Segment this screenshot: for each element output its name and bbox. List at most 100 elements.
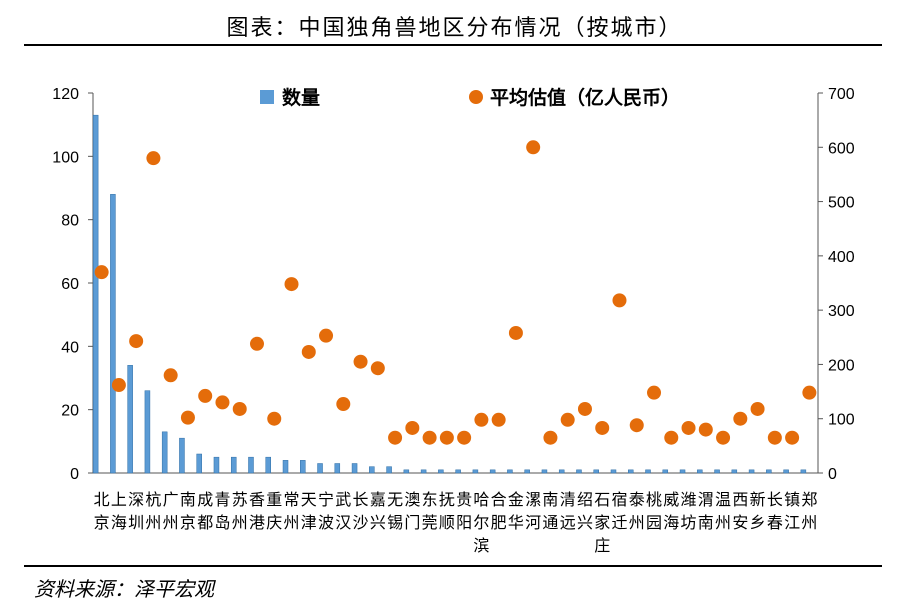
bar-北京	[92, 114, 99, 474]
category-label: 温	[715, 490, 731, 509]
right-tick-label: 400	[828, 249, 855, 266]
left-tick-label: 40	[61, 339, 79, 356]
dot-合肥	[491, 412, 506, 427]
category-label: 抚	[439, 490, 455, 509]
right-tick-label: 700	[828, 86, 855, 103]
dot-杭州	[146, 151, 161, 166]
category-label: 州	[284, 513, 300, 532]
bar-宿迁	[610, 469, 617, 474]
category-label: 北	[94, 490, 110, 509]
category-label: 港	[249, 513, 265, 532]
right-tick-label: 500	[828, 195, 855, 212]
bar-漯河	[524, 469, 530, 474]
category-label: 石	[594, 490, 610, 509]
category-label: 潍	[681, 490, 697, 509]
dot-泰州	[629, 418, 644, 433]
category-label: 肥	[491, 513, 507, 532]
category-label: 新	[750, 490, 766, 509]
category-label: 绍	[577, 490, 593, 509]
category-label: 南	[180, 490, 196, 509]
bar-青岛	[213, 456, 220, 474]
legend-dot-label: 平均估值（亿人民币）	[490, 86, 680, 109]
dot-西安	[733, 411, 748, 426]
category-label: 锡	[387, 513, 403, 532]
category-label: 圳	[128, 513, 144, 532]
dot-苏州	[232, 401, 247, 416]
dot-长春	[767, 430, 782, 445]
right-tick-label: 300	[828, 303, 855, 320]
bar-苏州	[230, 456, 237, 474]
dot-青岛	[215, 395, 230, 410]
category-label: 桃	[646, 490, 662, 509]
category-label: 宁	[318, 490, 334, 509]
bar-长沙	[351, 463, 358, 474]
legend: 数量 平均估值（亿人民币）	[260, 86, 680, 109]
footer-divider	[24, 565, 882, 567]
category-label: 滨	[473, 536, 489, 555]
bar-重庆	[265, 456, 271, 474]
category-label: 东	[422, 490, 438, 509]
left-tick-label: 20	[61, 403, 79, 420]
category-label: 武	[335, 490, 351, 509]
category-label: 南	[542, 490, 558, 509]
dot-上海	[111, 378, 126, 393]
category-label: 重	[266, 490, 282, 509]
left-tick-label: 0	[70, 466, 79, 483]
bar-南通	[541, 469, 548, 474]
category-label: 清	[560, 490, 576, 509]
dot-常州	[284, 277, 299, 292]
bar-东莞	[420, 469, 427, 474]
dot-广州	[163, 368, 178, 383]
dot-桃园	[647, 385, 662, 400]
category-label: 渭	[698, 490, 714, 509]
legend-bar-swatch	[260, 90, 274, 104]
chart-title: 图表：中国独角兽地区分布情况（按城市）	[226, 16, 683, 41]
dot-嘉兴	[370, 361, 385, 376]
category-label: 澳	[404, 490, 420, 509]
bar-深圳	[127, 365, 133, 474]
dot-香港	[249, 336, 264, 351]
scatter-series	[94, 140, 817, 445]
bar-无锡	[386, 466, 392, 474]
category-label: 迁	[611, 513, 627, 532]
category-label: 无	[387, 490, 403, 509]
category-label: 庄	[594, 536, 610, 555]
bar-杭州	[144, 390, 151, 474]
right-tick-label: 100	[828, 412, 855, 429]
category-label: 广	[163, 490, 179, 509]
category-label: 青	[214, 490, 230, 509]
bar-西安	[731, 469, 738, 474]
bar-长春	[766, 469, 772, 474]
bar-抚顺	[438, 469, 444, 474]
legend-bar-label: 数量	[282, 86, 320, 109]
dot-渭南	[698, 422, 713, 437]
dot-长沙	[353, 354, 368, 369]
bar-香港	[248, 456, 254, 474]
bar-哈尔滨	[472, 469, 479, 474]
left-tick-label: 60	[61, 276, 79, 293]
dot-宁波	[319, 328, 334, 343]
bar-石家庄	[593, 469, 599, 474]
dot-重庆	[267, 411, 282, 426]
bar-合肥	[489, 469, 496, 474]
category-label: 安	[732, 513, 748, 532]
category-label: 南	[698, 513, 714, 532]
bar-泰州	[628, 469, 634, 474]
bar-金华	[507, 469, 513, 474]
category-label: 常	[284, 490, 300, 509]
bar-澳门	[403, 469, 410, 474]
category-label: 州	[163, 513, 179, 532]
dot-抚顺	[439, 430, 454, 445]
bar-上海	[110, 194, 116, 474]
dot-成都	[198, 388, 213, 403]
dot-新乡	[750, 401, 765, 416]
category-label: 乡	[750, 513, 766, 532]
dot-深圳	[129, 334, 144, 349]
category-label: 合	[491, 490, 507, 509]
dot-威海	[664, 430, 679, 445]
dot-郑州	[802, 385, 817, 400]
bar-绍兴	[576, 469, 582, 474]
category-label: 海	[663, 513, 679, 532]
category-label: 香	[249, 490, 265, 509]
